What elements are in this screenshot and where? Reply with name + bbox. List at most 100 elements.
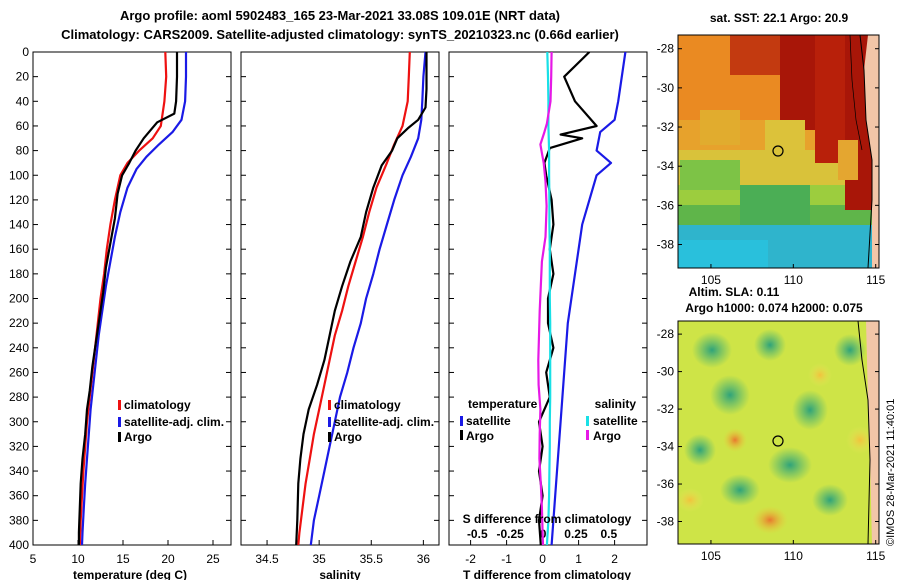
sla-lat-tick-label: -30 [657, 365, 675, 379]
salinity-axis-label: salinity [319, 568, 361, 580]
depth-tick-label: 260 [9, 365, 29, 379]
depth-tick-label: 80 [16, 144, 30, 158]
x-tick-label: -1 [501, 552, 512, 566]
depth-tick-label: 120 [9, 193, 29, 207]
series-line-temperature-satellite [550, 52, 627, 545]
sla-map-image [678, 321, 879, 544]
sst-map-ticks: 105 110 115 -28 -30 -32 -34 -36 -38 [657, 42, 886, 287]
legend-label-argo: Argo [124, 430, 152, 444]
sla-map-subtitle: Argo h1000: 0.074 h2000: 0.075 [685, 301, 863, 315]
legend-label-temp-satellite: satellite [466, 414, 511, 428]
sla-lon-tick-label: 105 [701, 549, 721, 563]
legend-label-sal-satellite: satellite [593, 414, 638, 428]
x-tick-label: 25 [206, 552, 220, 566]
s-tick-label: 0.5 [601, 527, 618, 541]
series-line-temperature-argo [537, 52, 598, 545]
sla-lon-tick-label: 110 [784, 549, 803, 563]
header-title-line1: Argo profile: aoml 5902483_165 23-Mar-20… [120, 8, 560, 23]
series-line-salinity-argo [537, 52, 553, 545]
series-line-satellite-adj-clim [80, 52, 188, 545]
sla-lat-tick-label: -38 [657, 515, 675, 529]
legend-label-sal-argo: Argo [593, 429, 621, 443]
temperature-legend: climatology satellite-adj. clim. Argo [118, 398, 224, 444]
x-tick-label: 36 [417, 552, 431, 566]
depth-tick-label: 280 [9, 390, 29, 404]
sst-lat-tick-label: -38 [657, 238, 675, 252]
sst-lat-tick-label: -34 [657, 159, 675, 173]
legend-label-argo: Argo [334, 430, 362, 444]
sla-map-ticks: 105 110 115 -28 -30 -32 -34 -36 -38 [657, 327, 886, 563]
legend-swatch-temp-satellite [460, 416, 463, 426]
depth-tick-label: 220 [9, 316, 29, 330]
sla-lon-tick-label: 115 [866, 549, 885, 563]
legend-label-climatology: climatology [124, 398, 191, 412]
sla-lat-tick-label: -36 [657, 477, 675, 491]
depth-tick-label: 240 [9, 341, 29, 355]
legend-swatch-argo [328, 432, 331, 442]
legend-swatch-temp-argo [460, 430, 463, 440]
s-tick-label: 0.25 [564, 527, 588, 541]
series-line-salinity-satellite [545, 52, 552, 545]
depth-tick-label: 360 [9, 489, 29, 503]
depth-tick-label: 40 [16, 94, 30, 108]
depth-tick-label: 300 [9, 415, 29, 429]
sst-lon-tick-label: 110 [784, 273, 803, 287]
series-line-argo [77, 52, 179, 545]
x-tick-label: 15 [116, 552, 130, 566]
sla-lat-tick-label: -32 [657, 402, 675, 416]
depth-tick-label: 20 [16, 70, 30, 84]
sla-lat-tick-label: -34 [657, 440, 675, 454]
x-tick-label: -2 [465, 552, 476, 566]
temperature-panel-frame [32, 51, 232, 546]
series-line-climatology [78, 52, 168, 545]
tick-layer: 0204060801001201401601802002202402602803… [9, 45, 647, 566]
line-layer [77, 52, 627, 545]
sla-map-title: Altim. SLA: 0.11 [689, 285, 780, 299]
legend-swatch-climatology [118, 400, 121, 410]
x-tick-label: 1 [575, 552, 582, 566]
legend-title-temperature: temperature [468, 397, 538, 411]
sst-lat-tick-label: -36 [657, 198, 675, 212]
sst-lon-tick-label: 105 [701, 273, 721, 287]
x-tick-label: 0 [539, 552, 546, 566]
s-tick-label: -0.5 [467, 527, 488, 541]
legend-label-temp-argo: Argo [466, 429, 494, 443]
sla-lat-tick-label: -28 [657, 327, 675, 341]
series-line-satellite-adj-clim [309, 52, 427, 545]
depth-tick-label: 100 [9, 168, 29, 182]
legend-title-salinity: salinity [595, 397, 637, 411]
depth-tick-label: 340 [9, 464, 29, 478]
salinity-legend: climatology satellite-adj. clim. Argo [328, 398, 434, 444]
depth-tick-label: 160 [9, 242, 29, 256]
x-tick-label: 10 [71, 552, 85, 566]
sst-lat-tick-label: -30 [657, 81, 675, 95]
legend-label-satellite: satellite-adj. clim. [334, 415, 434, 429]
sst-lon-tick-label: 115 [866, 273, 885, 287]
salinity-panel-frame [240, 51, 440, 546]
difference-legend: temperature salinity satellite Argo sate… [460, 397, 638, 526]
legend-swatch-climatology [328, 400, 331, 410]
legend-label-climatology: climatology [334, 398, 401, 412]
legend-swatch-sal-satellite [586, 416, 589, 426]
x-tick-label: 35 [312, 552, 326, 566]
legend-swatch-argo [118, 432, 121, 442]
sst-map-title: sat. SST: 22.1 Argo: 20.9 [710, 11, 849, 25]
depth-tick-label: 60 [16, 119, 30, 133]
depth-tick-label: 380 [9, 513, 29, 527]
depth-tick-label: 140 [9, 218, 29, 232]
sla-argo-marker [772, 435, 784, 447]
depth-tick-label: 180 [9, 267, 29, 281]
depth-tick-label: 0 [22, 45, 29, 59]
x-tick-label: 20 [161, 552, 175, 566]
depth-tick-label: 200 [9, 292, 29, 306]
x-tick-label: 2 [611, 552, 618, 566]
depth-tick-label: 400 [9, 538, 29, 552]
header-title-line2: Climatology: CARS2009. Satellite-adjuste… [61, 27, 619, 42]
sst-argo-marker [772, 145, 784, 157]
t-difference-axis-label: T difference from climatology [463, 568, 631, 580]
legend-swatch-satellite [118, 417, 121, 427]
sla-map-frame [677, 320, 880, 545]
x-tick-label: 5 [30, 552, 37, 566]
sst-map-frame [677, 34, 880, 269]
